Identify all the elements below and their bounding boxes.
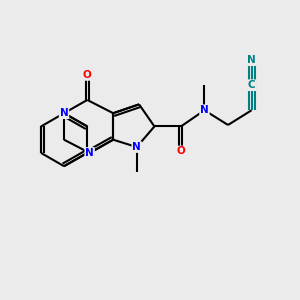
Text: N: N <box>85 148 94 158</box>
Text: N: N <box>247 55 256 65</box>
Text: O: O <box>176 146 185 157</box>
Text: N: N <box>60 108 68 118</box>
Text: N: N <box>200 105 209 115</box>
Text: C: C <box>248 80 255 90</box>
Text: O: O <box>83 70 92 80</box>
Text: N: N <box>132 142 141 152</box>
